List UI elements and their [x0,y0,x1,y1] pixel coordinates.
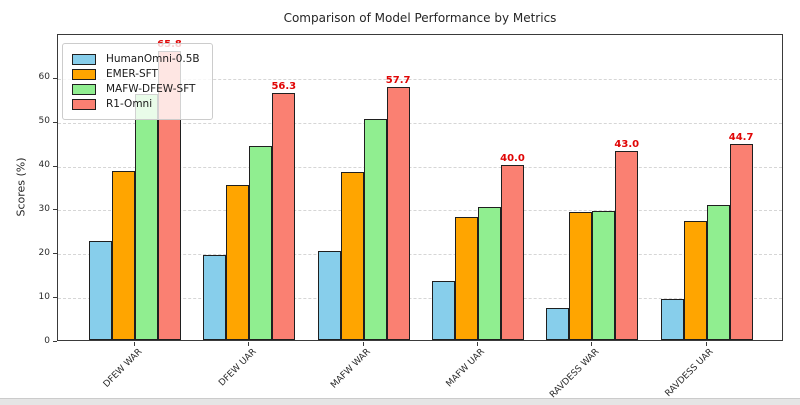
legend-item-HumanOmni-0.5B: HumanOmni-0.5B [72,53,200,65]
xtick-mark-4 [591,342,593,346]
bar-R1-Omni-DFEW UAR [272,93,296,340]
legend-item-EMER-SFT: EMER-SFT [72,68,200,80]
ytick-label-40: 40 [38,160,50,171]
bar-R1-Omni-RAVDESS UAR [729,143,753,340]
legend-item-label: MAFW-DFEW-SFT [106,83,196,95]
xtick-mark-2 [362,342,364,346]
bar-EMER-SFT-MAFW WAR [340,171,364,340]
ytick-mark-0 [53,341,57,342]
xtick-label-1: DFEW UAR [216,347,259,389]
ytick-label-10: 10 [38,291,50,302]
bar-value-label-RAVDESS UAR: 44.7 [728,131,754,143]
ytick-label-60: 60 [38,72,50,83]
gridline-y40 [58,166,782,168]
bar-HumanOmni-0.5B-RAVDESS UAR [660,298,684,340]
xtick-label-2: MAFW WAR [329,347,373,391]
gridline-y50 [58,122,782,124]
ytick-label-30: 30 [38,203,50,214]
ytick-mark-20 [53,253,57,255]
bar-MAFW-DFEW-SFT-MAFW WAR [363,118,387,340]
legend-item-R1-Omni: R1-Omni [72,98,200,110]
bar-EMER-SFT-MAFW UAR [454,217,478,340]
legend-item-label: R1-Omni [106,98,153,110]
xtick-mark-0 [134,342,135,346]
bar-EMER-SFT-RAVDESS WAR [569,211,593,340]
bar-EMER-SFT-DFEW WAR [112,170,135,340]
ytick-label-0: 0 [44,335,50,346]
bar-HumanOmni-0.5B-MAFW UAR [431,280,455,340]
xtick-label-4: RAVDESS WAR [548,347,602,401]
bar-HumanOmni-0.5B-MAFW WAR [317,251,341,340]
ytick-mark-50 [53,121,57,123]
legend-swatch-icon [72,98,96,110]
gridline-y10 [58,298,782,300]
gridline-y30 [58,210,782,212]
xtick-label-3: MAFW UAR [444,347,488,390]
bar-value-label-RAVDESS WAR: 43.0 [614,139,640,151]
xtick-label-0: DFEW WAR [101,347,145,390]
legend-item-label: HumanOmni-0.5B [106,53,200,65]
bar-EMER-SFT-RAVDESS UAR [683,221,707,340]
gridline-y20 [58,254,782,256]
xtick-mark-3 [476,342,478,346]
bar-value-label-MAFW WAR: 57.7 [385,74,411,86]
bar-MAFW-DFEW-SFT-RAVDESS UAR [706,204,730,340]
ytick-mark-10 [53,297,57,299]
ytick-mark-30 [53,209,57,211]
bar-value-label-DFEW UAR: 56.3 [271,81,297,93]
bar-EMER-SFT-DFEW UAR [226,185,250,340]
ytick-label-50: 50 [38,116,50,127]
legend-swatch-icon [72,68,96,80]
bar-R1-Omni-MAFW WAR [386,86,410,340]
xtick-mark-1 [248,342,250,346]
bar-HumanOmni-0.5B-RAVDESS WAR [546,307,570,340]
window-edge-strip [0,398,800,405]
bar-R1-Omni-MAFW UAR [500,164,524,340]
ytick-mark-60 [53,77,57,79]
chart-title: Comparison of Model Performance by Metri… [283,11,557,25]
legend-item-MAFW-DFEW-SFT: MAFW-DFEW-SFT [72,83,200,95]
bar-MAFW-DFEW-SFT-DFEW WAR [135,93,158,340]
legend: HumanOmni-0.5B EMER-SFT MAFW-DFEW-SFT R1-Om… [62,43,213,120]
plot-area: 65.856.357.740.043.044.7 [57,34,783,341]
gridline-y60 [58,78,782,80]
legend-swatch-icon [72,83,96,95]
ytick-label-20: 20 [38,247,50,258]
xtick-mark-5 [705,342,707,346]
legend-swatch-icon [72,53,96,65]
bar-MAFW-DFEW-SFT-DFEW UAR [249,145,273,340]
xtick-label-5: RAVDESS UAR [663,347,716,399]
bar-MAFW-DFEW-SFT-RAVDESS WAR [592,210,616,340]
bar-MAFW-DFEW-SFT-MAFW UAR [477,206,501,340]
legend-item-label: EMER-SFT [106,68,158,80]
bar-value-label-MAFW UAR: 40.0 [500,152,525,164]
bar-HumanOmni-0.5B-DFEW WAR [89,240,112,340]
ytick-mark-40 [53,165,57,167]
bar-R1-Omni-RAVDESS WAR [615,151,639,340]
bar-HumanOmni-0.5B-DFEW UAR [203,254,227,340]
